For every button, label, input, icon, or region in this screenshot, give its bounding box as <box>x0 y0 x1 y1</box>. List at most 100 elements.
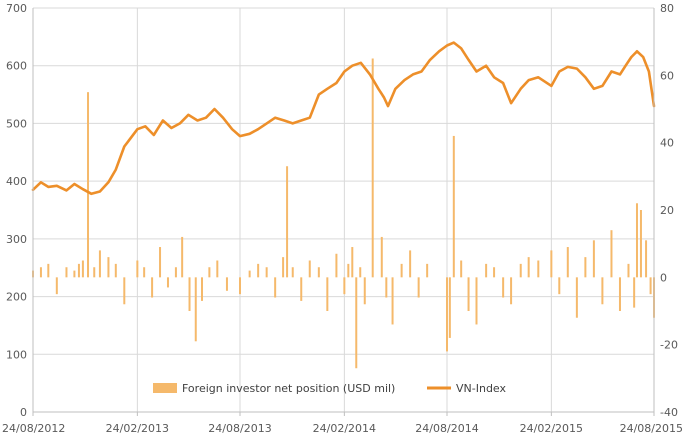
right-tick-label: 80 <box>660 2 674 15</box>
bar <box>359 267 362 278</box>
bar <box>343 277 346 295</box>
right-tick-label: 20 <box>660 204 674 217</box>
left-tick-label: 500 <box>6 117 27 130</box>
right-tick-label: 0 <box>660 271 667 284</box>
bar <box>645 240 648 278</box>
legend-bar-label: Foreign investor net position (USD mil) <box>182 382 395 395</box>
bar <box>286 166 289 278</box>
bar <box>400 263 403 278</box>
x-tick-label: 24/08/2014 <box>415 422 478 435</box>
left-tick-label: 400 <box>6 175 27 188</box>
bar <box>257 263 260 278</box>
bar <box>335 253 338 278</box>
bar <box>417 277 420 298</box>
left-tick-label: 300 <box>6 233 27 246</box>
bar <box>363 277 366 305</box>
bar <box>575 277 578 318</box>
bar <box>308 260 311 278</box>
bar <box>519 263 522 278</box>
right-tick-label: 40 <box>660 137 674 150</box>
bar <box>467 277 470 311</box>
bar <box>426 263 429 278</box>
bar <box>87 92 90 278</box>
bar <box>174 267 177 278</box>
bar <box>537 260 540 278</box>
bar <box>77 263 80 278</box>
bar-series <box>32 58 655 369</box>
x-tick-label: 24/08/2012 <box>2 422 65 435</box>
bar <box>601 277 604 305</box>
bar <box>347 263 350 278</box>
bar <box>566 247 569 278</box>
bar <box>98 250 101 278</box>
bar <box>649 277 652 295</box>
bar <box>55 277 58 295</box>
right-tick-label: -40 <box>660 406 678 419</box>
x-tick-label: 24/02/2014 <box>313 422 376 435</box>
bar <box>166 277 169 288</box>
bar <box>355 277 358 369</box>
bar <box>485 263 488 278</box>
bar <box>635 203 638 278</box>
bar <box>371 58 374 278</box>
bar <box>107 257 110 278</box>
bar <box>282 257 285 278</box>
bar <box>448 277 451 338</box>
legend-line-label: VN-Index <box>456 382 506 395</box>
bar <box>380 236 383 278</box>
x-tick-label: 24/02/2015 <box>520 422 583 435</box>
bar <box>584 257 587 278</box>
bar <box>527 257 530 278</box>
x-tick-label: 24/08/2013 <box>208 422 271 435</box>
left-tick-label: 200 <box>6 291 27 304</box>
bar <box>143 267 146 278</box>
bar <box>452 135 455 278</box>
bar <box>188 277 191 311</box>
bar <box>274 277 277 298</box>
right-tick-label: 60 <box>660 69 674 82</box>
bar <box>475 277 478 325</box>
bar <box>639 210 642 278</box>
bar <box>248 270 251 278</box>
bar <box>265 267 268 278</box>
bar <box>201 277 204 301</box>
bar <box>216 260 219 278</box>
bar <box>291 267 294 278</box>
bar <box>208 267 211 278</box>
legend: Foreign investor net position (USD mil) V… <box>153 382 506 395</box>
bar <box>123 277 126 305</box>
gridlines <box>32 7 655 413</box>
bar <box>326 277 329 311</box>
bar <box>460 260 463 278</box>
bar <box>73 270 76 278</box>
bar <box>317 267 320 278</box>
bar <box>610 230 613 278</box>
bar <box>446 277 448 352</box>
bar <box>151 277 154 298</box>
x-tick-label: 24/08/2015 <box>620 422 683 435</box>
bar <box>225 277 228 291</box>
bar <box>409 250 412 278</box>
bar <box>633 277 636 308</box>
left-tick-label: 100 <box>6 348 27 361</box>
bar <box>493 267 496 278</box>
line-series <box>31 41 656 196</box>
bar <box>385 277 388 298</box>
bar <box>502 277 505 298</box>
bar <box>159 247 162 278</box>
bar <box>136 260 139 278</box>
left-tick-label: 700 <box>6 2 27 15</box>
bar <box>239 277 241 295</box>
bar <box>618 277 621 311</box>
bar <box>81 260 84 278</box>
bar <box>391 277 394 325</box>
bar <box>47 263 50 278</box>
right-tick-label: -20 <box>660 339 678 352</box>
left-tick-label: 600 <box>6 60 27 73</box>
bar <box>181 236 184 278</box>
x-tick-label: 24/02/2013 <box>106 422 169 435</box>
bar <box>592 240 595 278</box>
